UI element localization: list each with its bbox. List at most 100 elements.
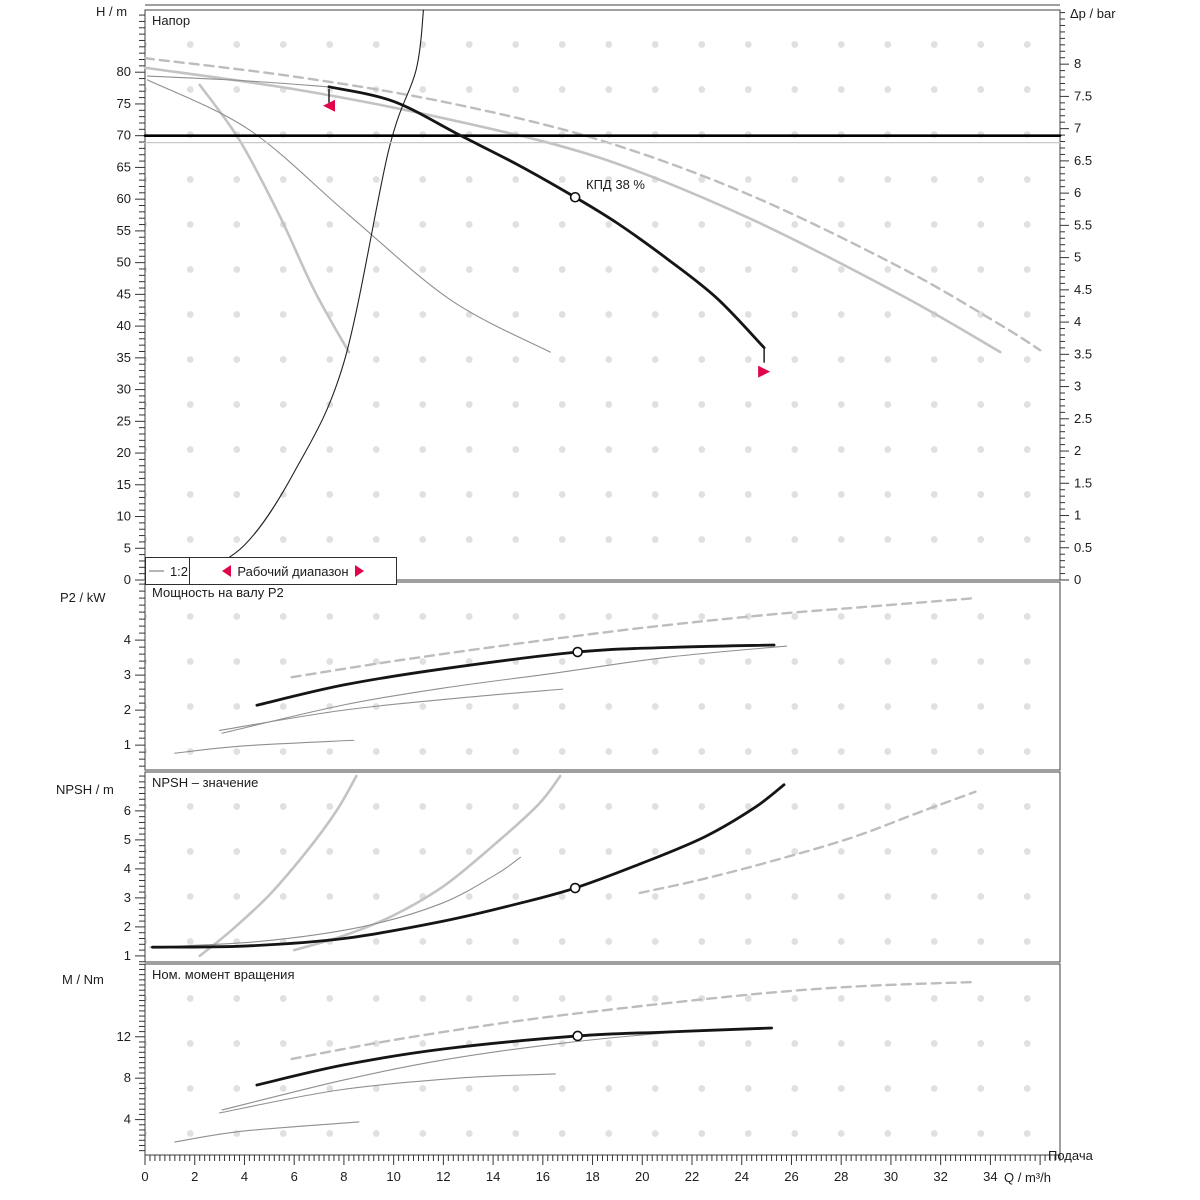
y2-tick-label: 8	[1074, 56, 1081, 71]
y2-axis-label-head: Δp / bar	[1070, 6, 1116, 21]
y2-tick-label: 0	[1074, 572, 1081, 587]
y-tick-label: 65	[117, 159, 131, 174]
npsh-thin	[149, 856, 521, 948]
x-tick-label: 34	[983, 1169, 997, 1184]
x-axis-unit-label: Q / m³/h	[1004, 1170, 1051, 1185]
chart-frame-3	[144, 963, 1061, 1156]
x-tick-label: 14	[486, 1169, 500, 1184]
legend-working-range-label: Рабочий диапазон	[237, 563, 349, 579]
npsh-dashed-variant	[638, 790, 977, 895]
x-tick-label: 4	[241, 1169, 248, 1184]
working-range-right-arrow-icon	[354, 565, 364, 577]
y2-tick-label: 1.5	[1074, 475, 1092, 490]
y-tick-label: 55	[117, 223, 131, 238]
y-tick-label: 3	[124, 890, 131, 905]
y-tick-label: 50	[117, 255, 131, 270]
y-axis-label-head: H / m	[96, 4, 128, 19]
torque-small-pump	[174, 1121, 360, 1143]
x-tick-label: 12	[436, 1169, 450, 1184]
y-tick-label: 40	[117, 318, 131, 333]
y2-tick-label: 4	[1074, 314, 1081, 329]
y-tick-label: 12	[117, 1029, 131, 1044]
power-curve-selected	[255, 643, 776, 707]
duty-point-marker-3	[572, 1030, 583, 1042]
x-tick-label: 26	[784, 1169, 798, 1184]
duty-point-marker-0	[569, 191, 581, 203]
x-tick-label: 16	[536, 1169, 550, 1184]
x-tick-label: 2	[191, 1169, 198, 1184]
y-tick-label: 3	[124, 667, 131, 682]
y-tick-label: 45	[117, 286, 131, 301]
npsh-curve-selected	[151, 783, 786, 949]
curve-medium-pump	[146, 79, 551, 353]
y-tick-label: 60	[117, 191, 131, 206]
torque-thin-cross	[221, 1027, 773, 1111]
x-tick-label: 6	[291, 1169, 298, 1184]
y-tick-label: 8	[124, 1070, 131, 1085]
y2-tick-label: 7	[1074, 121, 1081, 136]
y-axis-label-npsh: NPSH / m	[56, 782, 114, 797]
y-tick-label: 4	[124, 632, 131, 647]
y2-tick-label: 6.5	[1074, 153, 1092, 168]
legend-series-line-sample	[148, 570, 164, 572]
y2-tick-label: 0.5	[1074, 540, 1092, 555]
x-tick-label: 22	[685, 1169, 699, 1184]
y-axis-label-torque: M / Nm	[62, 972, 104, 987]
chart-title-npsh: NPSH – значение	[152, 775, 259, 790]
y-tick-label: 5	[124, 540, 131, 555]
x-tick-label: 30	[884, 1169, 898, 1184]
y-axis-label-power: P2 / kW	[60, 590, 106, 605]
y-tick-label: 75	[117, 96, 131, 111]
legend-working-range-box: Рабочий диапазон	[189, 557, 397, 585]
torque-medium-pump	[219, 1073, 556, 1114]
working-range-left-arrow-icon	[222, 565, 232, 577]
x-tick-label: 8	[340, 1169, 347, 1184]
y2-tick-label: 2.5	[1074, 411, 1092, 426]
duty-point-marker-1	[572, 646, 583, 658]
legend-series-label: 1:2	[169, 563, 189, 579]
y-tick-label: 2	[124, 702, 131, 717]
y-tick-label: 4	[124, 861, 131, 876]
y2-tick-label: 6	[1074, 185, 1081, 200]
y-tick-label: 1	[124, 948, 131, 963]
working-range-end-arrow-icon	[758, 365, 771, 378]
y-tick-label: 0	[124, 572, 131, 587]
power-dashed-variant	[290, 596, 977, 679]
chart-title-head: Напор	[152, 13, 191, 28]
y2-tick-label: 4.5	[1074, 282, 1092, 297]
y-tick-label: 25	[117, 413, 131, 428]
npsh-medium-pump	[292, 774, 562, 952]
chart-frame-0	[144, 9, 1061, 581]
torque-dashed-variant	[290, 980, 977, 1061]
curve-small-pump	[198, 83, 351, 354]
y-tick-label: 4	[124, 1112, 131, 1127]
y-tick-label: 15	[117, 477, 131, 492]
power-thin-cross	[221, 645, 788, 734]
chart-title-torque: Ном. момент вращения	[152, 967, 295, 982]
x-tick-label: 10	[386, 1169, 400, 1184]
curve-grey-long	[143, 66, 1002, 354]
y-tick-label: 80	[117, 64, 131, 79]
curve-dashed-variant	[143, 57, 1042, 352]
y2-tick-label: 5	[1074, 250, 1081, 265]
y-tick-label: 35	[117, 350, 131, 365]
y2-tick-label: 3	[1074, 379, 1081, 394]
y2-tick-label: 5.5	[1074, 217, 1092, 232]
system-curve	[189, 9, 425, 579]
torque-curve-selected	[255, 1026, 773, 1087]
y2-tick-label: 2	[1074, 443, 1081, 458]
y2-tick-label: 3.5	[1074, 346, 1092, 361]
x-axis-name-label: Подача	[1048, 1148, 1093, 1163]
y2-tick-label: 7.5	[1074, 88, 1092, 103]
y-tick-label: 1	[124, 737, 131, 752]
y-tick-label: 20	[117, 445, 131, 460]
y-tick-label: 5	[124, 832, 131, 847]
x-tick-label: 32	[933, 1169, 947, 1184]
power-medium-pump	[219, 688, 564, 731]
chart-frame-1	[144, 581, 1061, 771]
curve-grey-stub	[146, 75, 330, 88]
power-small-pump	[174, 739, 355, 754]
working-range-start-arrow-icon	[322, 99, 335, 112]
